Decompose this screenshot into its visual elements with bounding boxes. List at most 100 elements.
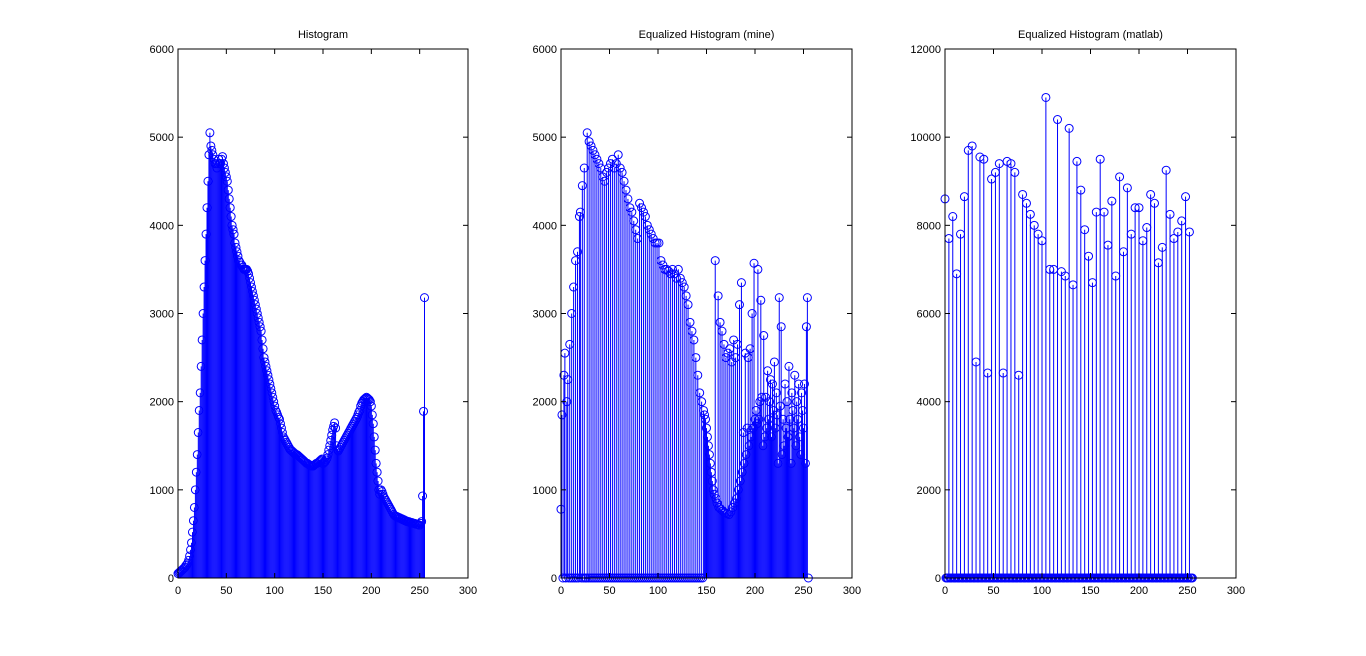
stem-marker (584, 137, 594, 147)
stem-marker (248, 291, 258, 301)
stem-marker (249, 295, 259, 305)
stem-marker (590, 150, 600, 160)
stem-marker (1018, 189, 1028, 199)
stem-marker (979, 154, 989, 164)
stem-marker (577, 181, 587, 191)
stem-marker (747, 309, 757, 318)
stem-marker (627, 207, 637, 217)
x-tick-label: 0 (558, 585, 564, 597)
stem-marker (621, 185, 631, 195)
y-tick-label: 5000 (533, 132, 557, 144)
stem-marker (717, 326, 727, 336)
stem-marker (702, 432, 712, 442)
stem-marker (207, 145, 217, 155)
stem-marker (221, 172, 231, 182)
stem-marker (1064, 123, 1074, 133)
stem-marker (233, 251, 243, 261)
y-tick-label: 3000 (533, 309, 557, 321)
stem-marker (329, 421, 339, 431)
stem-marker (1146, 189, 1156, 199)
stem-marker (1006, 159, 1016, 169)
y-tick-label: 6000 (150, 44, 174, 56)
stem-marker (1184, 227, 1194, 237)
stem-marker (250, 300, 260, 310)
stem-marker (742, 423, 752, 433)
stem-marker (759, 331, 769, 341)
stem-marker (208, 150, 218, 160)
stem-marker (1033, 229, 1043, 239)
stem-marker (418, 491, 428, 501)
stem-marker (586, 141, 596, 151)
stem-marker (640, 212, 650, 222)
x-tick-label: 100 (265, 585, 283, 597)
stem-marker (1072, 156, 1082, 166)
stem-marker (707, 476, 717, 486)
y-tick-label: 3000 (150, 309, 174, 321)
stem-marker (675, 273, 685, 283)
stem-marker (619, 176, 629, 186)
stem-marker (331, 423, 341, 433)
stem-marker (229, 229, 239, 239)
stem-marker (253, 313, 263, 323)
x-tick-label: 300 (843, 585, 861, 597)
y-tick-label: 4000 (917, 397, 941, 409)
stem-marker (582, 128, 592, 138)
stem-marker (695, 388, 705, 398)
stem-marker (1025, 209, 1035, 219)
plot-area (945, 49, 1236, 578)
stem-marker (1080, 225, 1090, 235)
stem-marker (703, 441, 713, 451)
stem-marker (1041, 92, 1051, 102)
stem-marker (252, 309, 262, 318)
stem-marker (1053, 115, 1063, 125)
stem-marker (1165, 209, 1175, 219)
stem-marker (1029, 220, 1039, 230)
stem-marker (366, 401, 376, 411)
stem-marker (251, 304, 261, 314)
chart-title: Equalized Histogram (matlab) (1018, 29, 1163, 41)
stem-marker (247, 286, 257, 296)
stem-marker (261, 361, 271, 371)
stem-marker (365, 397, 375, 407)
stem-marker (260, 357, 270, 367)
stem-marker (258, 344, 268, 354)
stem-marker (277, 428, 287, 438)
stem-marker (797, 388, 807, 398)
stem-marker (1084, 251, 1094, 261)
stem-marker (767, 379, 777, 389)
stem-marker (719, 339, 729, 349)
y-tick-label: 10000 (910, 132, 941, 144)
stem-marker (254, 317, 264, 327)
stem-marker (697, 397, 707, 407)
stem-marker (799, 379, 809, 389)
stem-marker (613, 150, 623, 160)
stem-marker (642, 220, 652, 230)
stem-marker (234, 256, 244, 266)
stem-marker (683, 300, 693, 310)
x-tick-label: 250 (410, 585, 428, 597)
stem-marker (615, 163, 625, 173)
stem-marker (372, 467, 382, 477)
stem-marker (232, 247, 242, 257)
stem-marker (792, 397, 802, 407)
y-tick-label: 5000 (150, 132, 174, 144)
stem-marker (1150, 198, 1160, 208)
stem-marker (275, 419, 285, 429)
stem-marker (267, 388, 277, 398)
x-tick-label: 250 (794, 585, 812, 597)
stem-marker (754, 414, 764, 424)
stem-marker (1076, 185, 1086, 195)
stem-marker (368, 419, 378, 429)
stem-marker (265, 379, 275, 389)
x-tick-label: 150 (314, 585, 332, 597)
stem-marker (775, 401, 785, 411)
stem-marker (364, 395, 374, 405)
stem-marker (734, 300, 744, 310)
stem-marker (330, 418, 340, 428)
stem-marker (588, 145, 598, 155)
stem-marker (276, 423, 286, 433)
stem-marker (228, 225, 238, 235)
x-tick-label: 0 (942, 585, 948, 597)
stem-marker (685, 317, 695, 327)
